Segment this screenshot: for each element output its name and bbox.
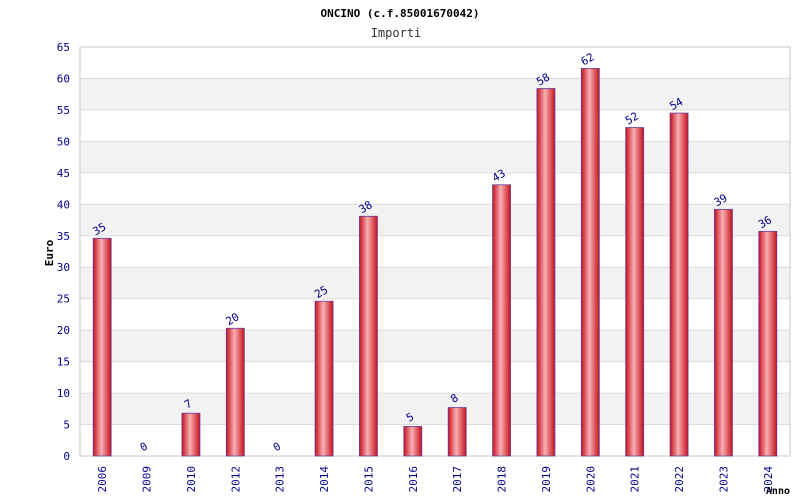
value-label: 25 — [312, 283, 330, 301]
y-tick-label: 55 — [57, 104, 70, 117]
y-tick-label: 65 — [57, 41, 70, 54]
bar-2024 — [758, 230, 778, 457]
x-tick-label: 2015 — [362, 466, 375, 493]
x-tick-label: 2024 — [762, 466, 775, 493]
bar-2021 — [625, 127, 645, 457]
value-label: 36 — [756, 213, 774, 231]
bar-2015 — [359, 215, 378, 457]
value-label: 54 — [667, 95, 685, 113]
x-tick-label: 2021 — [629, 466, 642, 493]
value-label: 58 — [534, 71, 552, 89]
bars — [92, 67, 778, 457]
value-label: 0 — [271, 440, 283, 455]
bar-2016 — [403, 426, 423, 457]
y-tick-label: 50 — [57, 135, 70, 148]
chart-subtitle: Importi — [371, 26, 422, 40]
x-tick-label: 2018 — [496, 466, 509, 493]
x-tick-label: 2009 — [141, 466, 154, 493]
value-label: 62 — [579, 50, 597, 68]
x-tick-label: 2014 — [318, 466, 331, 493]
x-tick-label: 2017 — [451, 466, 464, 493]
y-tick-label: 0 — [63, 450, 70, 463]
value-label: 20 — [224, 310, 242, 328]
y-tick-labels: 0 5 10 15 20 25 30 35 40 45 50 55 60 65 — [57, 41, 70, 463]
value-label: 0 — [138, 440, 150, 455]
y-tick-label: 35 — [57, 230, 70, 243]
value-label: 35 — [90, 220, 108, 238]
value-label: 43 — [490, 167, 508, 185]
bar-2012 — [225, 327, 245, 457]
value-label: 38 — [357, 198, 375, 216]
x-axis-label: Anno — [766, 486, 790, 497]
x-tick-labels: 2006 2009 2010 2012 2013 2014 2015 2016 2017 2018… — [96, 466, 775, 493]
bar-2018 — [492, 184, 511, 457]
bar-2019 — [536, 88, 556, 457]
y-tick-label: 5 — [63, 419, 70, 432]
value-label: 39 — [712, 191, 730, 209]
y-tick-label: 40 — [57, 198, 70, 211]
x-tick-label: 2010 — [185, 466, 198, 493]
bar-2006 — [92, 237, 112, 457]
bar-2010 — [181, 412, 201, 457]
y-axis-label: Euro — [43, 239, 56, 266]
x-tick-label: 2006 — [96, 466, 109, 493]
x-tick-label: 2012 — [229, 466, 242, 493]
bar-2014 — [314, 300, 334, 457]
y-tick-label: 60 — [57, 72, 70, 85]
x-tick-label: 2016 — [407, 466, 420, 493]
plot-frame — [79, 46, 791, 457]
bar-2023 — [714, 208, 733, 457]
bar-2020 — [580, 67, 600, 457]
y-tick-label: 10 — [57, 387, 70, 400]
chart-title: ONCINO (c.f.85001670042) — [321, 7, 480, 20]
bar-2022 — [669, 112, 689, 457]
x-tick-label: 2020 — [584, 466, 597, 493]
y-tick-label: 25 — [57, 293, 70, 306]
y-tick-label: 45 — [57, 167, 70, 180]
bar-2017 — [447, 407, 467, 457]
x-tick-label: 2022 — [673, 466, 686, 493]
value-label: 52 — [623, 110, 641, 128]
y-tick-label: 20 — [57, 324, 70, 337]
x-tick-label: 2023 — [717, 466, 730, 493]
x-tick-label: 2013 — [274, 466, 287, 493]
y-tick-label: 30 — [57, 261, 70, 274]
x-tick-label: 2019 — [540, 466, 553, 493]
background-band — [80, 78, 790, 110]
y-tick-label: 15 — [57, 356, 70, 369]
